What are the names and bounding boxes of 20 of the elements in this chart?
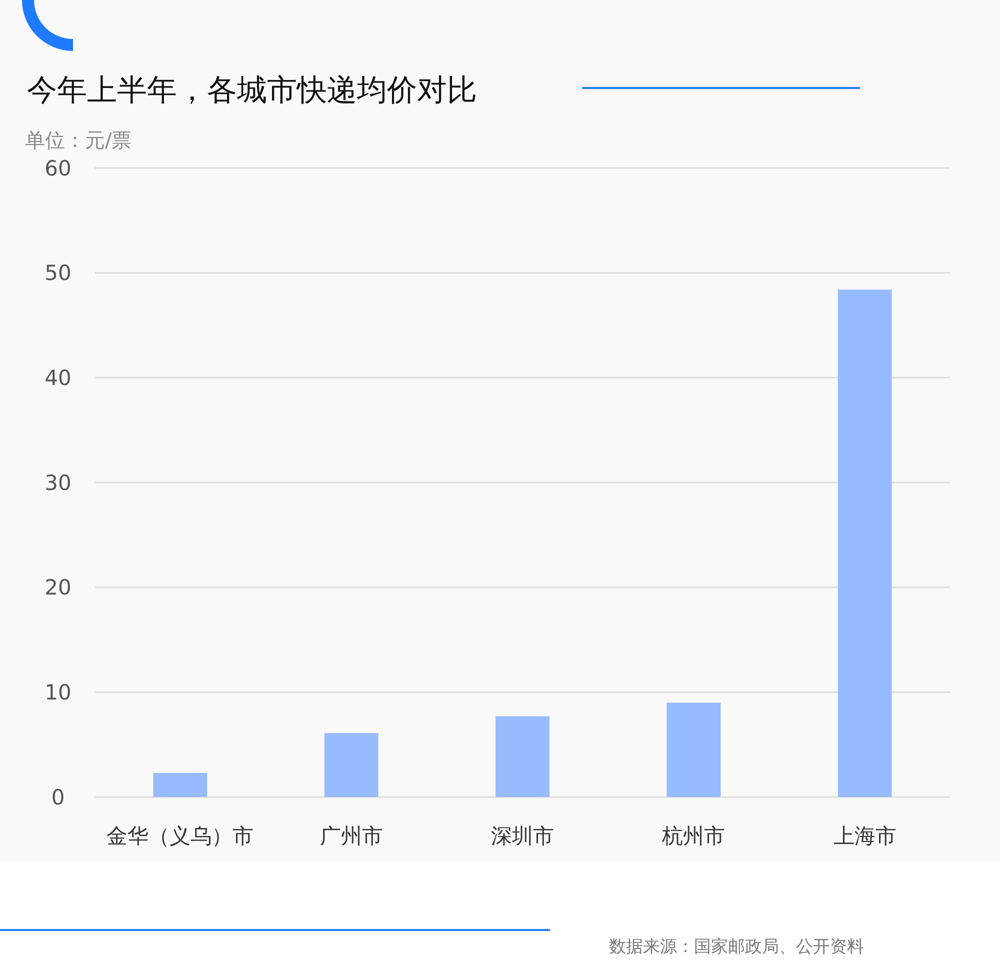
bar [324, 733, 378, 797]
bar [666, 702, 721, 797]
source-note: 数据来源：国家邮政局、公开资料 [609, 937, 864, 957]
y-tick-label: 40 [44, 366, 72, 390]
y-tick-label: 60 [44, 156, 72, 180]
bar [496, 716, 550, 797]
y-tick-label: 10 [44, 680, 72, 705]
y-tick-label: 20 [44, 576, 72, 600]
y-tick-label: 0 [51, 785, 65, 810]
y-tick-label: 30 [44, 470, 72, 495]
x-tick-label: 广州市 [320, 824, 383, 848]
chart-title: 今年上半年，各城市快递均价对比 [27, 73, 477, 108]
bar [838, 290, 892, 797]
x-tick-label: 上海市 [833, 824, 896, 848]
x-tick-label: 金华（义乌）市 [106, 824, 254, 848]
x-tick-label: 深圳市 [491, 824, 554, 848]
bar [153, 772, 208, 797]
y-tick-label: 50 [44, 261, 72, 286]
y-axis-title: 单位：元/票 [25, 128, 132, 152]
x-tick-label: 杭州市 [661, 824, 726, 848]
